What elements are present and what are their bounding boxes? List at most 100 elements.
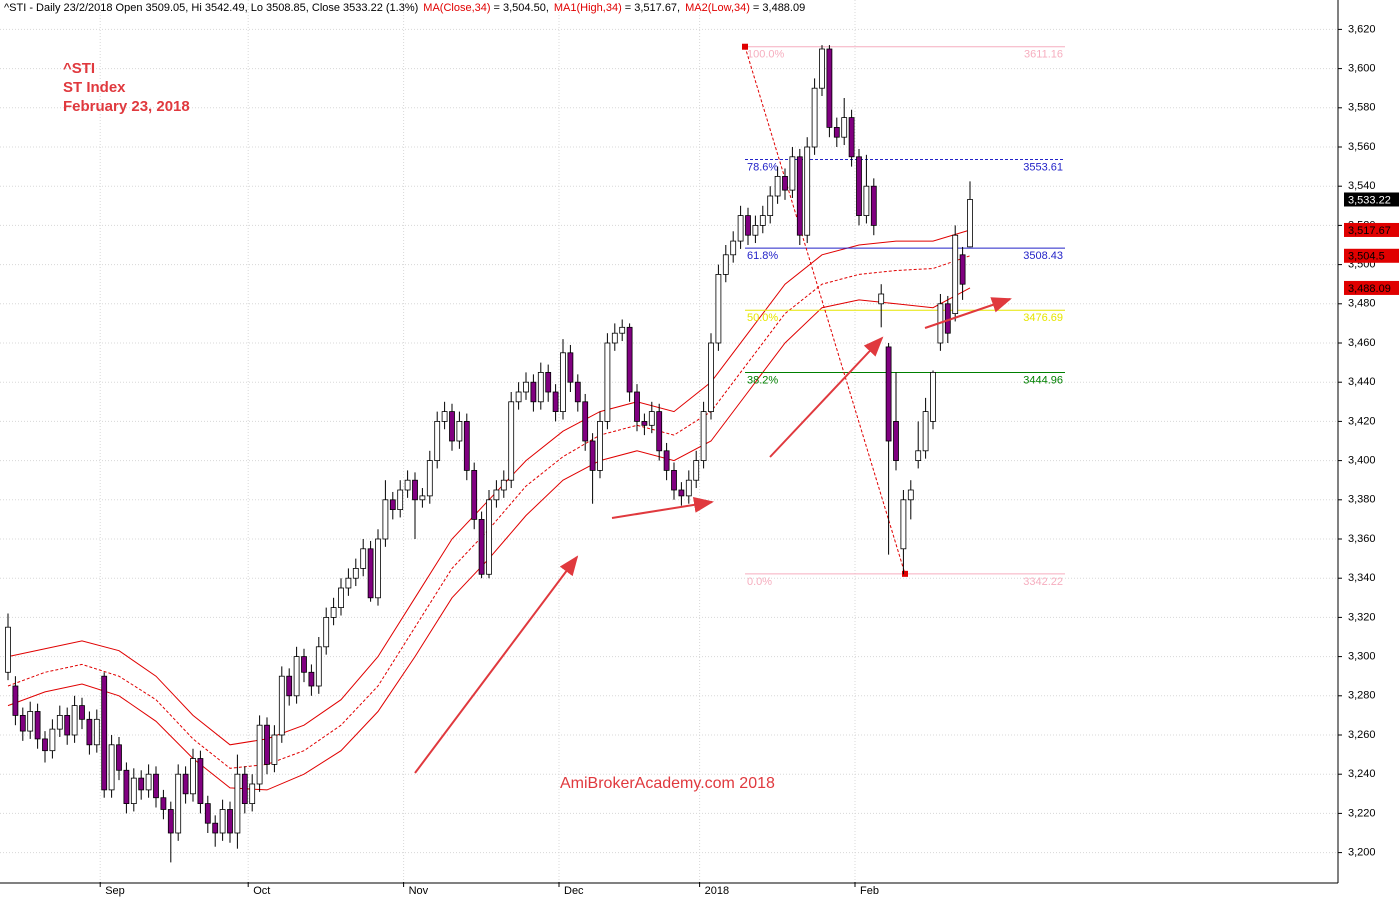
fib-value: 3342.22 bbox=[1023, 576, 1063, 588]
candle-body bbox=[278, 675, 285, 736]
candle-body bbox=[493, 489, 500, 501]
candle-body bbox=[130, 777, 137, 804]
candle-body bbox=[93, 718, 100, 746]
arrow bbox=[414, 555, 579, 774]
candle-body bbox=[101, 675, 108, 791]
candle-body bbox=[449, 411, 455, 442]
arrow bbox=[611, 496, 714, 519]
header: ^STI - Daily 23/2/2018 Open 3509.05, Hi … bbox=[4, 2, 805, 14]
candle-body bbox=[86, 718, 93, 746]
candle-body bbox=[426, 460, 433, 497]
y-tick-label: 3,540 bbox=[1348, 180, 1376, 192]
candle-body bbox=[508, 401, 515, 481]
y-tick-label: 3,620 bbox=[1348, 23, 1376, 35]
candle-body bbox=[42, 738, 48, 752]
fib-value: 3444.96 bbox=[1023, 374, 1063, 386]
fib-label: 78.6% bbox=[747, 161, 778, 173]
candle-body bbox=[745, 215, 751, 236]
y-tick-label: 3,560 bbox=[1348, 141, 1376, 153]
candle-body bbox=[819, 48, 825, 89]
candle-body bbox=[227, 809, 233, 834]
x-tick-label: Nov bbox=[409, 885, 429, 897]
candle-body bbox=[922, 411, 929, 452]
candle-body bbox=[870, 185, 877, 226]
candle-body bbox=[293, 656, 300, 697]
candle-body bbox=[138, 777, 145, 791]
candle-body bbox=[656, 411, 663, 452]
candle-body bbox=[833, 127, 840, 138]
y-tick-label: 3,460 bbox=[1348, 337, 1376, 349]
candle-body bbox=[167, 809, 174, 834]
fib-label: 0.0% bbox=[747, 576, 772, 588]
header-label: MA(Close,34) bbox=[423, 2, 490, 14]
y-tick-label: 3,480 bbox=[1348, 298, 1376, 310]
candle-body bbox=[722, 254, 729, 275]
candle-body bbox=[634, 391, 640, 422]
candle-body bbox=[471, 469, 478, 520]
plot: 100.0% 3611.16 78.6% 3553.61 61.8% 3508.43 50.… bbox=[5, 43, 1065, 863]
price-tag bbox=[1344, 192, 1399, 207]
candle-body bbox=[885, 346, 892, 442]
candle-body bbox=[708, 342, 714, 412]
candle-body bbox=[108, 744, 115, 791]
candle-body bbox=[752, 224, 759, 236]
chart-subtitle: ST Index bbox=[63, 79, 126, 96]
candle-body bbox=[530, 381, 537, 403]
candle-body bbox=[434, 420, 441, 461]
candle-body bbox=[360, 548, 367, 569]
candle-body bbox=[352, 568, 359, 579]
candle-body bbox=[641, 420, 648, 426]
candle-body bbox=[5, 626, 11, 673]
candle-body bbox=[486, 499, 492, 575]
candle-body bbox=[308, 671, 315, 687]
candle-body bbox=[737, 215, 744, 242]
candle-body bbox=[323, 617, 330, 648]
candle-body bbox=[907, 489, 914, 501]
candle-body bbox=[915, 450, 922, 461]
candle-body bbox=[389, 499, 396, 510]
watermark: AmiBrokerAcademy.com 2018 bbox=[560, 775, 775, 792]
candle-body bbox=[264, 724, 270, 765]
fib-label: 50.0% bbox=[747, 312, 778, 324]
chart-title: ^STI bbox=[63, 60, 95, 77]
x-tick-label: Sep bbox=[105, 885, 125, 897]
candle-body bbox=[123, 769, 130, 805]
candle-body bbox=[27, 711, 34, 732]
y-tick-label: 3,220 bbox=[1348, 807, 1376, 819]
candle-body bbox=[478, 519, 485, 575]
candle-body bbox=[190, 758, 196, 795]
candle-body bbox=[952, 234, 959, 314]
header-label: MA2(Low,34) bbox=[685, 2, 750, 14]
candle-body bbox=[375, 538, 381, 599]
candle-body bbox=[863, 185, 870, 216]
candle-body bbox=[12, 685, 19, 716]
x-tick-label: Feb bbox=[860, 885, 879, 897]
candle-body bbox=[848, 117, 855, 158]
y-tick-label: 3,380 bbox=[1348, 494, 1376, 506]
candle-body bbox=[500, 479, 507, 491]
x-tick-label: 2018 bbox=[705, 885, 729, 897]
price-tag bbox=[1344, 280, 1399, 295]
y-tick-label: 3,200 bbox=[1348, 847, 1376, 859]
candle-body bbox=[774, 175, 781, 197]
candle-body bbox=[286, 675, 293, 697]
y-tick-label: 3,360 bbox=[1348, 533, 1376, 545]
candle-body bbox=[463, 420, 470, 471]
candle-body bbox=[116, 744, 122, 771]
y-tick-label: 3,300 bbox=[1348, 651, 1376, 663]
header-value: = 3,517.67, bbox=[625, 2, 680, 14]
candle-body bbox=[678, 489, 685, 497]
y-tick-label: 3,580 bbox=[1348, 102, 1376, 114]
fib-value: 3508.43 bbox=[1023, 250, 1063, 262]
header-text: ^STI - Daily 23/2/2018 Open 3509.05, Hi … bbox=[4, 2, 418, 14]
candle-body bbox=[382, 499, 389, 540]
fib-value: 3611.16 bbox=[1024, 49, 1063, 61]
candle-body bbox=[197, 758, 204, 805]
candle-body bbox=[412, 479, 418, 501]
arrow bbox=[924, 297, 1012, 329]
candle-body bbox=[271, 734, 278, 765]
header-label: MA1(High,34) bbox=[554, 2, 622, 14]
arrow bbox=[769, 336, 884, 458]
candle-body bbox=[219, 809, 226, 834]
